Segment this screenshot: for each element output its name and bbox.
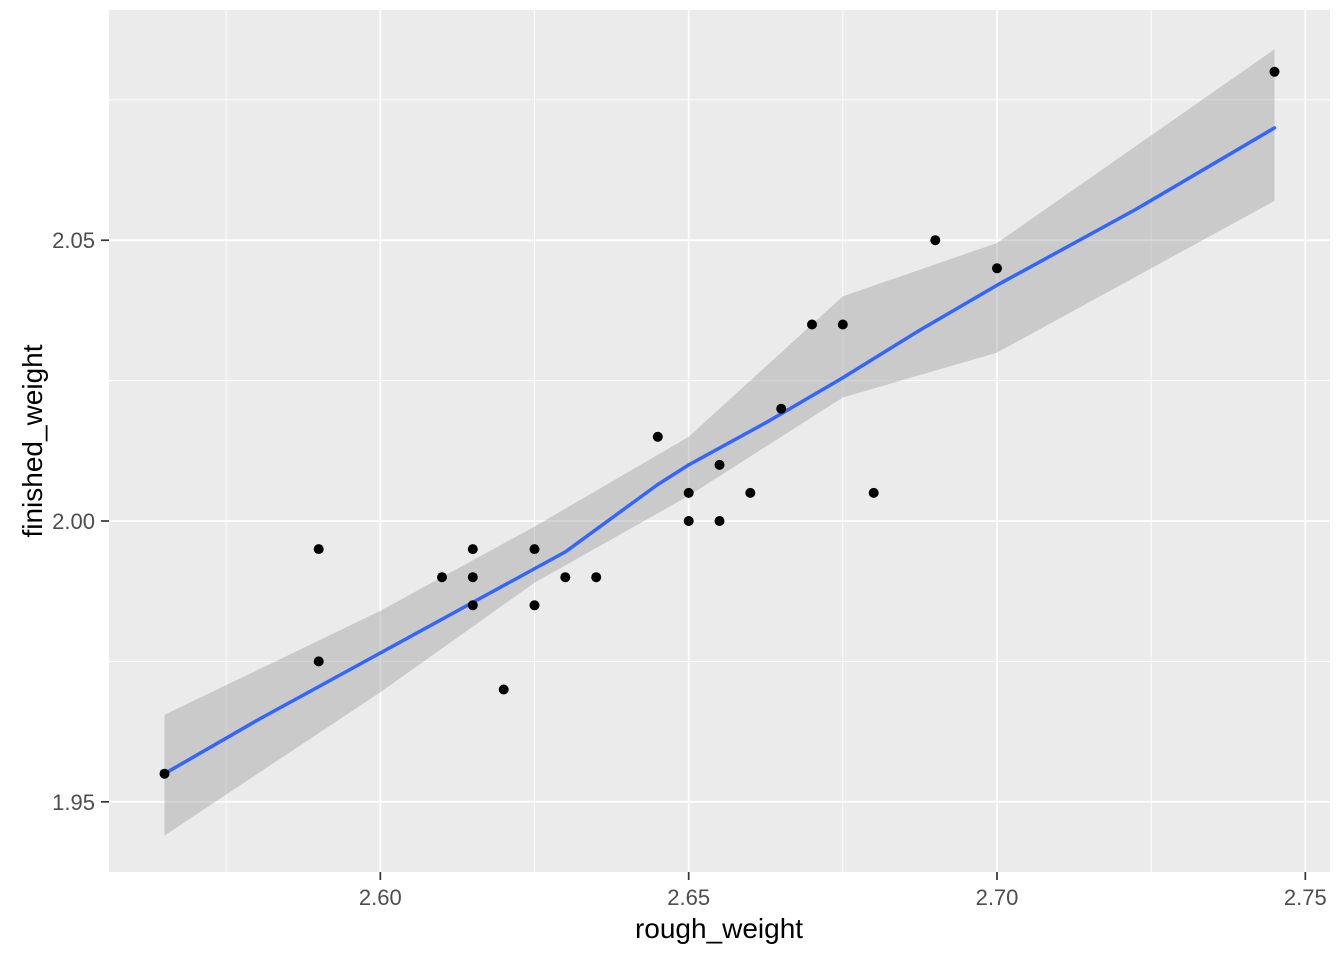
data-point bbox=[467, 572, 478, 583]
data-point bbox=[714, 516, 725, 526]
data-point bbox=[992, 263, 1002, 274]
data-point bbox=[529, 544, 540, 555]
data-point bbox=[467, 544, 478, 555]
y-tick-label: 1.95 bbox=[52, 790, 95, 815]
y-tick-label: 2.05 bbox=[52, 228, 95, 253]
x-tick-label: 2.70 bbox=[976, 885, 1019, 910]
data-point bbox=[683, 516, 694, 526]
regression-line bbox=[162, 126, 1277, 776]
data-point bbox=[437, 572, 447, 583]
x-axis-title: rough_weight bbox=[634, 913, 804, 944]
data-point bbox=[930, 235, 941, 246]
data-point bbox=[529, 600, 540, 611]
x-tick-label: 2.60 bbox=[359, 885, 402, 910]
data-point bbox=[868, 487, 879, 498]
y-axis-title: finished_weight bbox=[17, 344, 48, 538]
data-point bbox=[467, 600, 478, 611]
confidence-band bbox=[164, 49, 1275, 836]
data-point bbox=[714, 459, 725, 470]
data-point bbox=[159, 768, 170, 779]
data-point bbox=[776, 403, 787, 414]
data-point bbox=[313, 544, 324, 555]
data-point bbox=[683, 487, 694, 498]
data-point bbox=[498, 684, 509, 695]
data-point bbox=[560, 572, 571, 583]
data-point bbox=[1269, 66, 1280, 77]
plot-panel bbox=[109, 10, 1330, 872]
data-point bbox=[313, 656, 324, 667]
data-point bbox=[591, 572, 602, 583]
data-point bbox=[745, 487, 756, 498]
x-tick-label: 2.75 bbox=[1284, 885, 1327, 910]
x-tick-label: 2.65 bbox=[667, 885, 710, 910]
data-point bbox=[837, 319, 848, 330]
data-point bbox=[807, 319, 817, 330]
data-point bbox=[652, 431, 663, 442]
y-tick-label: 2.00 bbox=[52, 509, 95, 534]
